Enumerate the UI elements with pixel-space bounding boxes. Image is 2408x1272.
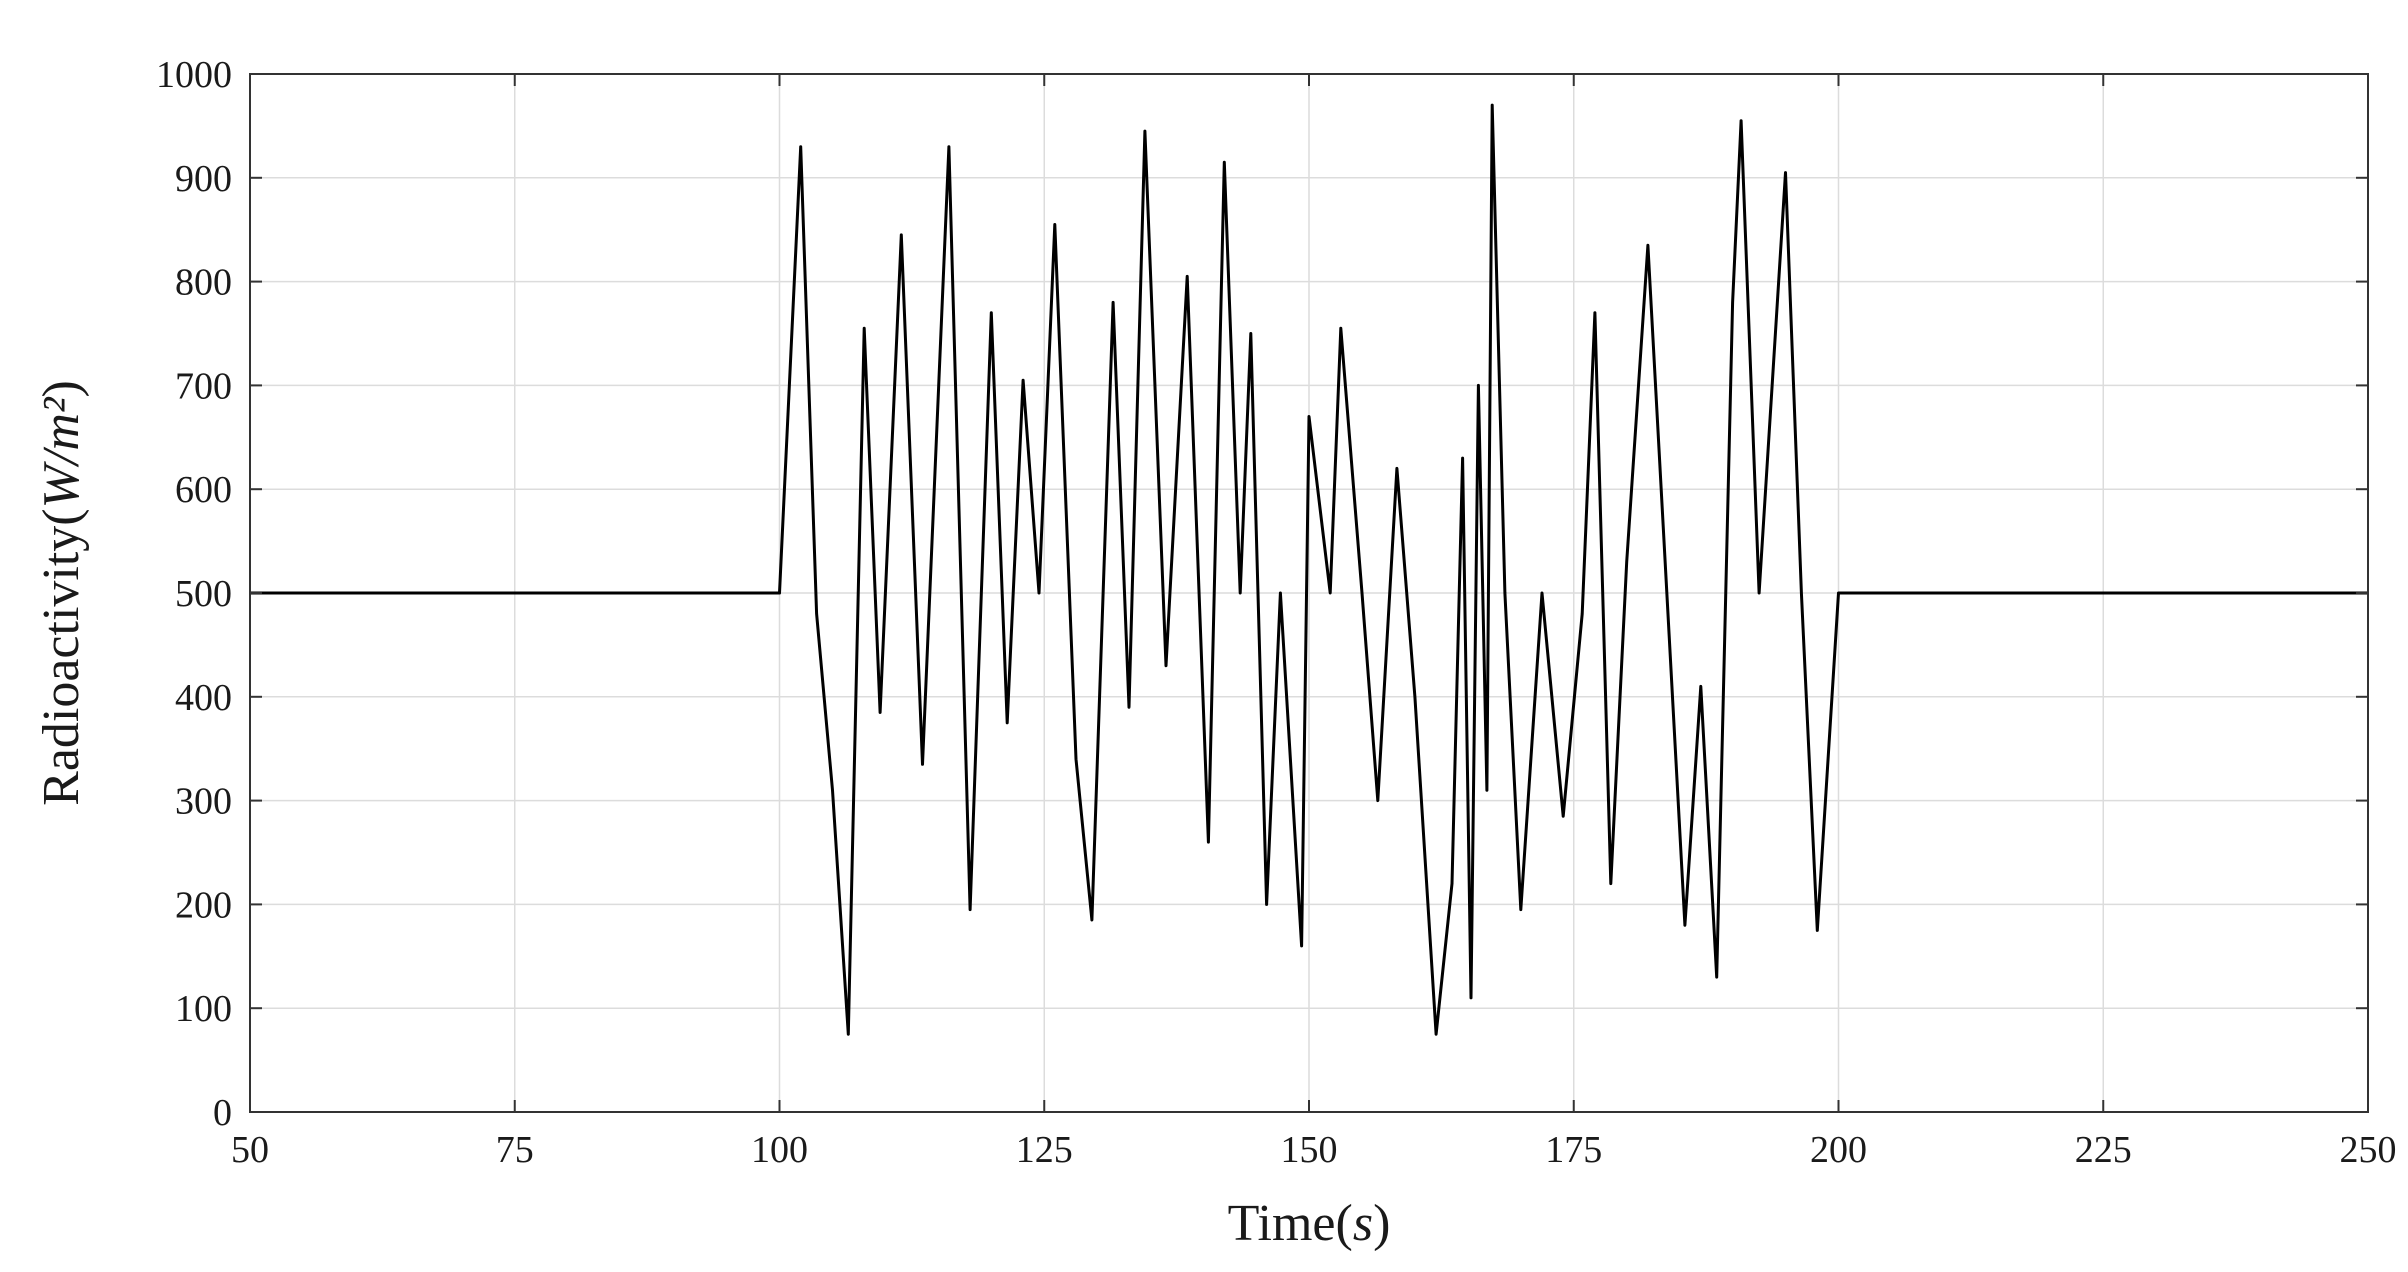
x-axis-title: Time(s) xyxy=(1228,1195,1391,1252)
y-tick-label: 500 xyxy=(175,573,232,615)
y-tick-label: 900 xyxy=(175,158,232,200)
y-tick-label: 400 xyxy=(175,677,232,719)
y-tick-label: 100 xyxy=(175,988,232,1030)
x-tick-label: 225 xyxy=(2075,1129,2132,1171)
y-tick-label: 1000 xyxy=(156,54,232,96)
y-axis-title: Radioactivity(W/m²) xyxy=(33,380,90,806)
y-tick-label: 300 xyxy=(175,781,232,823)
y-axis-title-suffix: ) xyxy=(33,380,90,397)
tick-labels: 50 75 100 125 150 175 200 225 250 0 100 200 300 400 50… xyxy=(156,54,2397,1171)
x-tick-label: 150 xyxy=(1281,1129,1338,1171)
x-tick-label: 100 xyxy=(751,1129,808,1171)
grid xyxy=(249,73,2369,1113)
x-axis-title-suffix: ) xyxy=(1373,1195,1390,1252)
ticks xyxy=(249,73,2369,1113)
y-tick-label: 0 xyxy=(213,1092,232,1134)
y-axis-title-unit: W/m² xyxy=(33,396,90,508)
x-tick-label: 175 xyxy=(1545,1129,1602,1171)
x-tick-label: 200 xyxy=(1810,1129,1867,1171)
x-tick-label: 125 xyxy=(1016,1129,1073,1171)
y-tick-label: 600 xyxy=(175,469,232,511)
y-tick-label: 700 xyxy=(175,365,232,407)
series-line xyxy=(250,103,2368,1036)
y-axis-title-prefix: Radioactivity( xyxy=(33,508,90,805)
x-tick-label: 250 xyxy=(2340,1129,2397,1171)
series-layer xyxy=(250,103,2368,1036)
x-axis-title-unit: s xyxy=(1353,1195,1373,1252)
y-tick-label: 800 xyxy=(175,262,232,304)
x-axis-title-prefix: Time( xyxy=(1228,1195,1353,1252)
x-tick-label: 50 xyxy=(231,1129,269,1171)
x-tick-label: 75 xyxy=(496,1129,534,1171)
y-tick-label: 200 xyxy=(175,884,232,926)
